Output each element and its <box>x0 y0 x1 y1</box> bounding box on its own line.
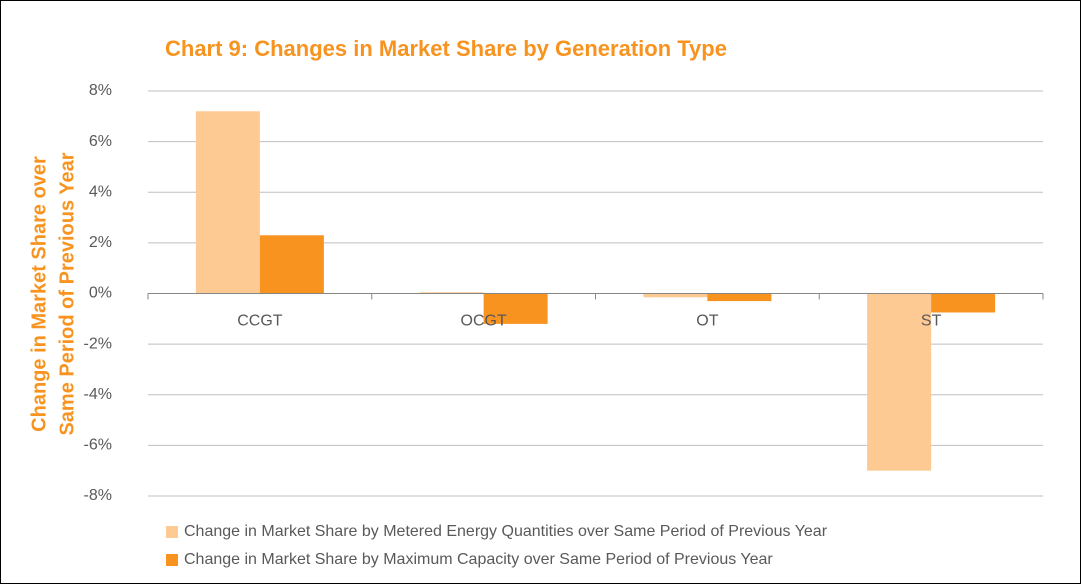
bar <box>867 293 932 471</box>
bar <box>483 293 548 324</box>
x-tick-label: OT <box>696 313 718 330</box>
y-tick-label: -8% <box>84 487 112 504</box>
legend-label: Change in Market Share by Maximum Capaci… <box>184 551 773 568</box>
y-axis-label: Change in Market Share over Same Period … <box>28 152 78 435</box>
y-axis-label-line: Change in Market Share over <box>28 156 50 432</box>
y-tick-label: 4% <box>89 183 112 200</box>
y-tick-label: 2% <box>89 234 112 251</box>
y-tick-label: -2% <box>84 335 112 352</box>
x-tick-label: CCGT <box>237 313 283 330</box>
bar <box>195 111 260 294</box>
legend-swatch <box>166 554 178 566</box>
legend-swatch <box>166 526 178 538</box>
bar <box>931 293 996 313</box>
legend-label: Change in Market Share by Metered Energy… <box>184 523 828 540</box>
y-tick-label: -6% <box>84 437 112 454</box>
y-axis-label-line: Same Period of Previous Year <box>56 152 78 435</box>
chart-title: Chart 9: Changes in Market Share by Gene… <box>165 36 727 61</box>
y-tick-label: 6% <box>89 133 112 150</box>
y-tick-label: 0% <box>89 285 112 302</box>
bar <box>259 235 324 294</box>
bar <box>707 293 772 302</box>
bar <box>419 292 484 294</box>
y-tick-label: -4% <box>84 386 112 403</box>
x-tick-label: OCGT <box>461 313 507 330</box>
y-tick-label: 8% <box>89 82 112 99</box>
x-tick-label: ST <box>921 313 942 330</box>
bar <box>643 293 708 298</box>
